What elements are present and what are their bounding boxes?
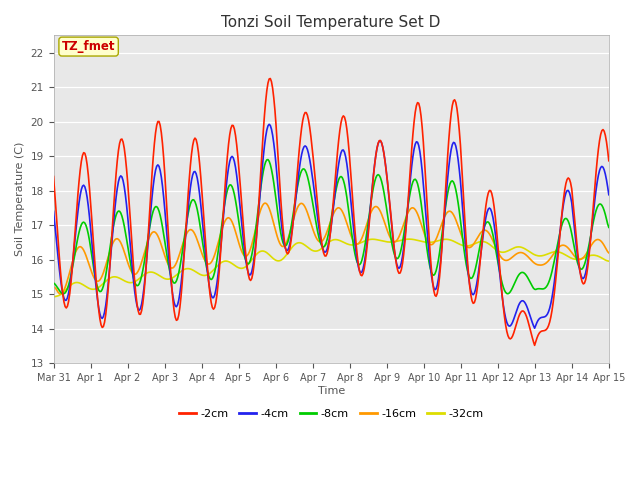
Legend: -2cm, -4cm, -8cm, -16cm, -32cm: -2cm, -4cm, -8cm, -16cm, -32cm	[175, 404, 488, 423]
-4cm	[266, 121, 273, 127]
Y-axis label: Soil Temperature (C): Soil Temperature (C)	[15, 142, 25, 256]
Line: -32cm: -32cm	[54, 239, 609, 297]
-4cm	[50, 208, 58, 214]
-32cm	[50, 294, 58, 300]
-2cm	[556, 229, 564, 235]
-16cm	[460, 239, 468, 244]
-8cm	[389, 247, 397, 253]
Line: -8cm: -8cm	[54, 160, 609, 294]
Line: -2cm: -2cm	[54, 79, 609, 345]
-4cm	[459, 208, 467, 214]
-32cm	[406, 236, 413, 242]
-8cm	[50, 280, 58, 286]
-4cm	[531, 325, 538, 331]
-32cm	[387, 239, 395, 245]
-2cm	[362, 258, 369, 264]
-8cm	[286, 230, 294, 236]
-16cm	[223, 215, 231, 221]
Line: -4cm: -4cm	[54, 124, 609, 328]
Line: -16cm: -16cm	[54, 203, 609, 294]
-4cm	[285, 245, 292, 251]
-32cm	[459, 242, 467, 248]
-8cm	[223, 187, 231, 193]
-4cm	[556, 228, 564, 233]
-4cm	[605, 192, 612, 198]
-2cm	[50, 174, 58, 180]
-8cm	[59, 291, 67, 297]
-2cm	[605, 158, 612, 164]
-2cm	[388, 224, 396, 230]
-16cm	[556, 243, 564, 249]
-8cm	[460, 246, 468, 252]
-4cm	[362, 253, 369, 259]
Title: Tonzi Soil Temperature Set D: Tonzi Soil Temperature Set D	[221, 15, 441, 30]
-2cm	[531, 342, 538, 348]
-8cm	[556, 229, 564, 235]
-32cm	[360, 239, 368, 244]
-2cm	[459, 181, 467, 187]
-16cm	[50, 284, 58, 290]
-32cm	[284, 250, 292, 256]
-16cm	[262, 200, 269, 206]
Text: TZ_fmet: TZ_fmet	[62, 40, 115, 53]
-32cm	[555, 249, 563, 255]
-16cm	[286, 229, 294, 235]
-32cm	[605, 258, 612, 264]
-4cm	[388, 227, 396, 233]
-8cm	[363, 232, 371, 238]
-2cm	[266, 76, 274, 82]
-2cm	[223, 167, 230, 173]
-16cm	[389, 239, 397, 244]
-32cm	[223, 258, 230, 264]
-16cm	[363, 222, 371, 228]
-8cm	[605, 225, 612, 230]
-16cm	[605, 250, 612, 256]
-16cm	[57, 291, 65, 297]
-4cm	[223, 183, 230, 189]
-2cm	[285, 249, 292, 255]
X-axis label: Time: Time	[317, 385, 345, 396]
-8cm	[264, 157, 272, 163]
